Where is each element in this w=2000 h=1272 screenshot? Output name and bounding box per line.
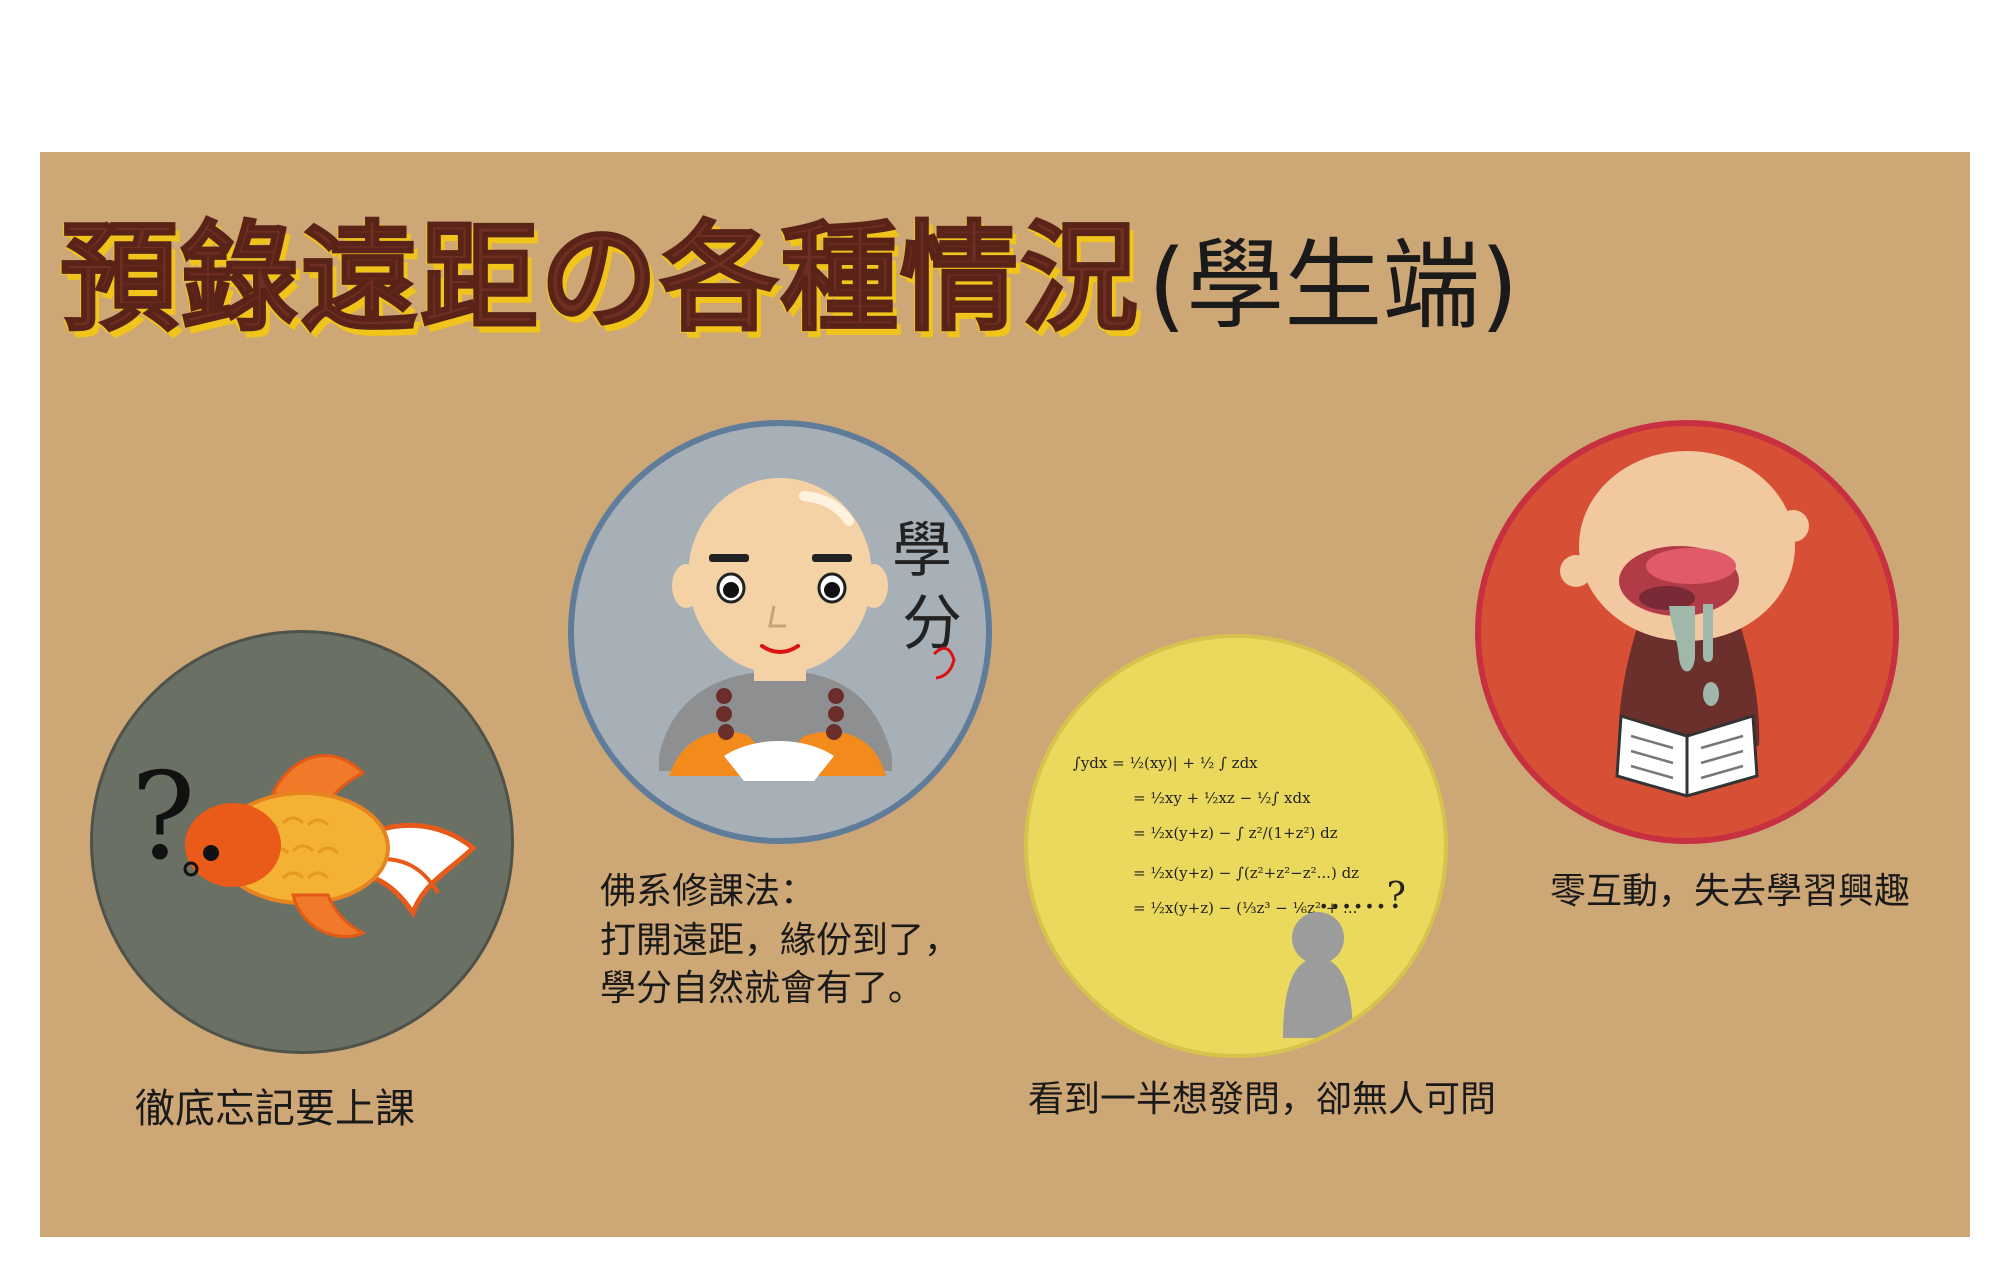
- equations-icon: ∫ydx = ½(xy)| + ½ ∫ zdx = ½xy + ½xz − ½∫…: [1073, 754, 1359, 917]
- math-scene-circle: ∫ydx = ½(xy)| + ½ ∫ zdx = ½xy + ½xz − ½∫…: [1024, 634, 1448, 1058]
- goldfish-illustration: ?: [131, 748, 477, 939]
- svg-text:= ½x(y+z) − (⅓z³ − ⅙z² + ...: = ½x(y+z) − (⅓z³ − ⅙z² + ...: [1133, 899, 1357, 917]
- title-subtitle: (學生端): [1148, 229, 1519, 343]
- robe-icon: [669, 731, 886, 776]
- monk-caption-line-2: 打開遠距，緣份到了，: [600, 919, 961, 961]
- poster-board: 預錄遠距の各種情況(學生端) ? 徹底忘記要上課: [40, 152, 1970, 1237]
- question-mark-icon: ?: [131, 748, 195, 887]
- prayer-beads-icon: [716, 688, 844, 740]
- fish-eye-icon: [203, 845, 219, 861]
- title-main: 預錄遠距の各種情況: [59, 208, 1141, 348]
- monk-caption-line-1: 佛系修課法：: [600, 871, 817, 912]
- drool-icon: [1669, 606, 1695, 672]
- monk-smile-icon: [760, 644, 800, 654]
- monk-head-icon: [688, 478, 872, 674]
- monk-scene-circle: 學 分: [568, 420, 992, 844]
- monk-illustration: 學 分: [659, 478, 962, 781]
- math-caption: 看到一半想發問，卻無人可問: [1028, 1079, 1497, 1120]
- baby-caption: 零互動，失去學習興趣: [1550, 871, 1911, 912]
- monk-caption-line-3: 學分自然就會有了。: [600, 968, 925, 1010]
- baby-scene-circle: [1475, 420, 1899, 844]
- monk-caption: 佛系修課法： 打開遠距，緣份到了， 學分自然就會有了。: [600, 868, 960, 1014]
- svg-text:∫ydx = ½(xy)| + ½ ∫ zdx: ∫ydx = ½(xy)| + ½ ∫ zdx: [1073, 754, 1258, 772]
- fish-head-icon: [185, 803, 281, 887]
- math-illustration: ∫ydx = ½(xy)| + ½ ∫ zdx = ½xy + ½xz − ½∫…: [1073, 754, 1406, 1038]
- goldfish-scene-circle: ?: [90, 630, 514, 1054]
- credit-char-2: 分: [902, 589, 962, 659]
- baby-body-icon: [1618, 616, 1760, 746]
- poster-title: 預錄遠距の各種情況(學生端): [59, 182, 1518, 348]
- credit-char-1: 學: [892, 516, 952, 586]
- baby-illustration: [1560, 451, 1809, 798]
- svg-text:= ½x(y+z) − ∫ z²/(1+z²) dz: = ½x(y+z) − ∫ z²/(1+z²) dz: [1133, 824, 1338, 842]
- svg-text:= ½xy + ½xz − ½∫ xdx: = ½xy + ½xz − ½∫ xdx: [1133, 789, 1311, 807]
- ellipsis-question-icon: ......?: [1318, 876, 1406, 917]
- monk-eye-icon: [723, 582, 739, 598]
- goldfish-caption: 徹底忘記要上課: [135, 1086, 415, 1132]
- svg-text:= ½x(y+z) − ∫(z²+z²−z²...) dz: = ½x(y+z) − ∫(z²+z²−z²...) dz: [1133, 864, 1359, 882]
- person-silhouette-icon: [1283, 958, 1353, 1038]
